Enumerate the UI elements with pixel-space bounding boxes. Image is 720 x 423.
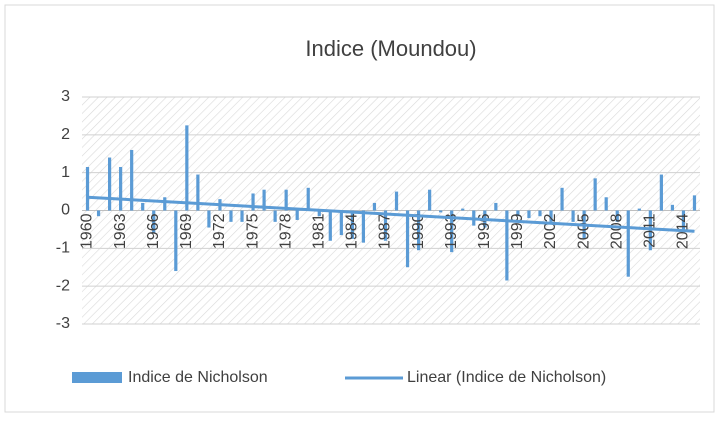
bar (416, 210, 421, 251)
x-tick-label: 1975 (244, 213, 261, 249)
x-tick-label: 1984 (344, 213, 361, 249)
bar (130, 149, 134, 211)
bar (229, 210, 233, 222)
bar (96, 210, 101, 217)
x-tick-label: 1972 (211, 213, 228, 249)
bar (196, 174, 200, 211)
x-tick-label: 2002 (542, 213, 559, 249)
bar (85, 166, 90, 211)
bar (670, 204, 675, 211)
bar (207, 210, 211, 228)
x-tick-label: 1993 (443, 213, 460, 249)
bar (593, 178, 597, 211)
bar (119, 166, 123, 211)
bar (571, 210, 575, 222)
legend-swatch (72, 372, 122, 383)
bar (295, 210, 299, 220)
x-tick-label: 2008 (608, 213, 625, 249)
bar (141, 202, 145, 211)
trend-line (87, 195, 695, 233)
bar (372, 202, 377, 211)
bar (306, 187, 310, 211)
bar (637, 208, 641, 211)
x-tick-label: 2005 (575, 213, 592, 249)
y-tick-label: 1 (61, 164, 70, 181)
bar (692, 195, 697, 211)
bar (450, 210, 454, 253)
y-tick-label: 2 (61, 126, 70, 143)
y-tick-label: -2 (56, 277, 70, 294)
bar (185, 125, 189, 211)
bar (174, 210, 178, 272)
bar (560, 187, 564, 211)
bar (604, 197, 608, 211)
x-tick-label: 1981 (310, 213, 327, 249)
bar (461, 208, 465, 211)
bar (107, 157, 112, 211)
bar (659, 174, 663, 211)
bar (163, 197, 167, 211)
bar (361, 210, 366, 243)
chart-title: Indice (Moundou) (305, 36, 476, 61)
bar (328, 210, 332, 241)
bar (405, 210, 410, 268)
bar (439, 210, 443, 213)
x-tick-label: 1969 (178, 213, 195, 249)
bar (505, 210, 509, 281)
bar (549, 210, 553, 222)
legend-label: Linear (Indice de Nicholson) (407, 369, 606, 386)
x-tick-label: 1987 (377, 213, 394, 249)
bar (383, 210, 388, 241)
x-tick-label: 1990 (410, 213, 427, 249)
x-tick-label: 1966 (145, 213, 162, 249)
bar (615, 210, 619, 222)
bar (681, 210, 686, 232)
x-tick-label: 1999 (509, 213, 526, 249)
bar (648, 210, 652, 251)
bar (394, 191, 399, 211)
bar (262, 189, 266, 211)
bar (152, 210, 156, 234)
bar (626, 210, 630, 277)
bar (516, 210, 520, 217)
x-tick-label: 1963 (112, 213, 129, 249)
y-tick-label: 3 (61, 88, 70, 105)
y-tick-label: -1 (56, 240, 70, 257)
bar (538, 210, 542, 217)
bar (317, 210, 321, 217)
bar (428, 189, 432, 211)
bar (339, 210, 343, 236)
x-tick-label: 1996 (476, 213, 493, 249)
bar (350, 210, 354, 239)
bar (284, 189, 288, 211)
x-tick-label: 1978 (277, 213, 294, 249)
x-tick-label: 1960 (79, 213, 96, 249)
y-tick-label: 0 (61, 202, 70, 219)
bar (527, 210, 531, 219)
y-tick-label: -3 (56, 315, 70, 332)
bar (251, 193, 255, 211)
bar (240, 210, 244, 222)
bar (273, 210, 277, 222)
x-tick-label: 2011 (642, 213, 659, 248)
legend-label: Indice de Nicholson (128, 369, 268, 386)
bar (494, 202, 498, 211)
